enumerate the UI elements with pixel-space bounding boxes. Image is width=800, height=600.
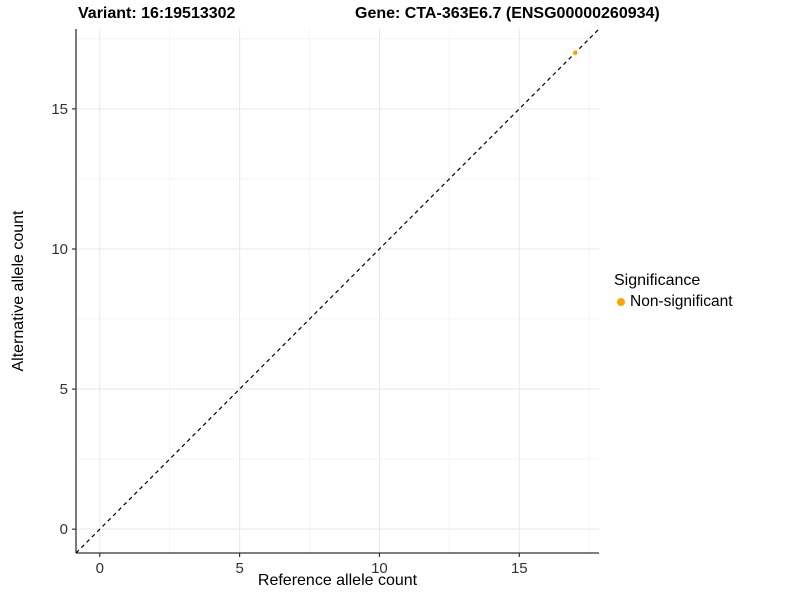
plot-title-gene: Gene: CTA-363E6.7 (ENSG00000260934) (355, 5, 660, 22)
y-tick-label: 0 (60, 521, 68, 538)
x-tick-label: 10 (371, 560, 388, 577)
x-tick-label: 0 (96, 560, 104, 577)
legend-title: Significance (614, 272, 701, 289)
y-tick-label: 15 (51, 101, 68, 118)
plot-title-variant: Variant: 16:19513302 (78, 5, 236, 22)
data-point (572, 50, 578, 56)
y-tick-label: 5 (60, 381, 68, 398)
legend-item-non-significant: Non-significant (614, 293, 733, 311)
legend-item-label: Non-significant (630, 293, 733, 310)
x-axis-label: Reference allele count (257, 572, 418, 589)
y-tick-label: 10 (51, 241, 68, 258)
x-tick-label: 15 (511, 560, 528, 577)
identity-dashed-line (75, 28, 600, 554)
legend-key-dot-icon (617, 298, 625, 306)
y-axis-label: Alternative allele count (10, 210, 27, 372)
x-tick-label: 5 (235, 560, 243, 577)
legend: Significance Non-significant (614, 272, 733, 311)
